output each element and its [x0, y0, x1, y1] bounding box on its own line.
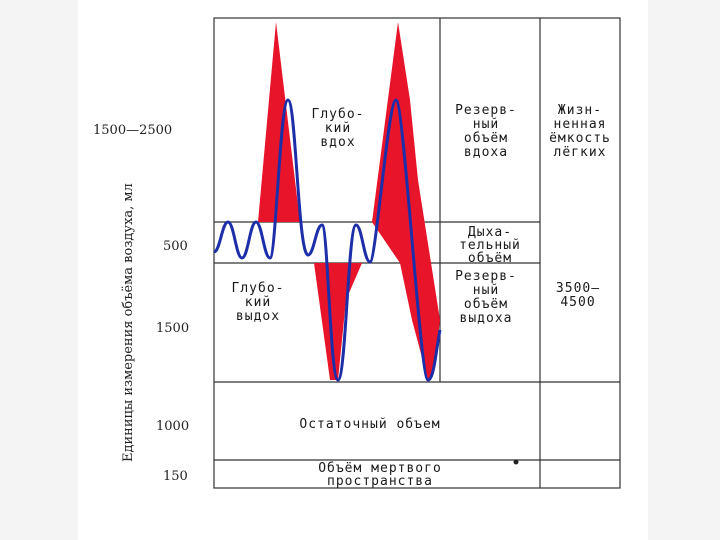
- label-line: объём: [464, 297, 508, 312]
- deep-inhale-label: Глубо- кий вдох: [312, 107, 365, 150]
- label-line: Объём мертвого: [318, 461, 442, 476]
- inspiratory-reserve-label: Резерв- ный объём вдоха: [455, 103, 517, 160]
- label-line: Резерв-: [455, 269, 517, 284]
- tidal-volume-label: Дыха- тельный объём: [459, 225, 521, 266]
- dead-space-label: Объём мертвого пространства: [318, 461, 442, 489]
- label-line: вдох: [320, 135, 355, 150]
- y-axis-label: Единицы измерения объёма воздуха, мл: [121, 183, 136, 462]
- label-line: 3500—: [556, 281, 600, 296]
- y-tick: 1500: [156, 321, 189, 336]
- y-tick: 1500—2500: [93, 123, 172, 138]
- label-line: ный: [473, 283, 499, 298]
- label-line: тельный: [459, 238, 521, 253]
- y-tick: 150: [163, 469, 188, 484]
- label-line: 4500: [560, 295, 595, 310]
- label-line: пространства: [327, 474, 433, 489]
- left-margin: [0, 0, 78, 540]
- y-tick: 500: [163, 239, 188, 254]
- label-line: ёмкость: [549, 131, 611, 146]
- y-ticks: 1500—2500 500 1500 1000 150: [93, 123, 189, 484]
- right-margin: [648, 0, 720, 540]
- label-line: ный: [473, 117, 499, 132]
- dot-mark: [513, 459, 519, 465]
- label-line: объём: [468, 251, 512, 266]
- label-line: Резерв-: [455, 103, 517, 118]
- vital-capacity-value: 3500— 4500: [556, 281, 600, 310]
- label-line: Глубо-: [232, 281, 285, 296]
- vital-capacity-label: Жизн- ненная ёмкость лёгких: [549, 103, 611, 160]
- label-line: Жизн-: [558, 103, 602, 118]
- label-line: кий: [245, 295, 271, 310]
- label-line: объём: [464, 131, 508, 146]
- expiratory-reserve-label: Резерв- ный объём выдоха: [455, 269, 517, 326]
- breathing-curve: [213, 98, 442, 382]
- label-line: ненная: [554, 117, 607, 132]
- y-tick: 1000: [156, 419, 189, 434]
- label-line: выдох: [236, 309, 280, 324]
- residual-volume-label: Остаточный объем: [299, 417, 440, 432]
- label-line: Дыха-: [468, 225, 512, 240]
- deep-exhale-label: Глубо- кий выдох: [232, 281, 285, 324]
- label-line: выдоха: [460, 311, 513, 326]
- label-line: Глубо-: [312, 107, 365, 122]
- label-line: кий: [325, 121, 351, 136]
- label-line: лёгких: [554, 145, 607, 160]
- red-band: [258, 22, 440, 380]
- label-line: вдоха: [464, 145, 508, 160]
